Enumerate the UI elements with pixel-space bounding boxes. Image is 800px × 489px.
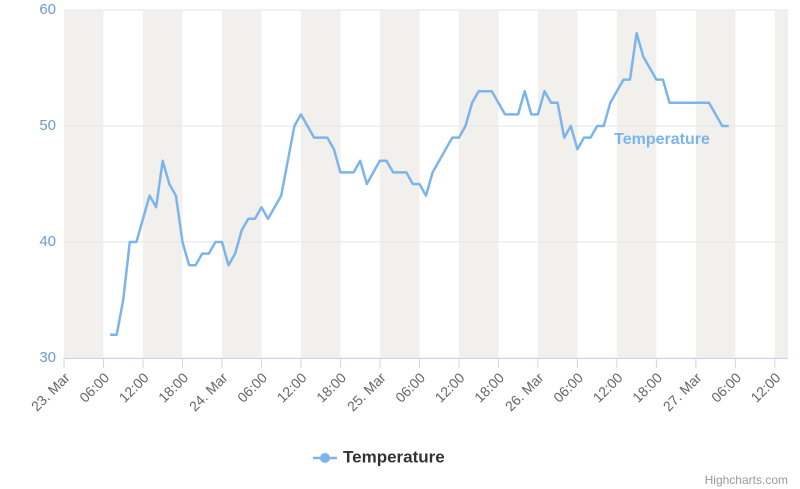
x-tick-label: 12:00 — [274, 369, 310, 405]
x-tick-label: 23. Mar — [28, 369, 73, 414]
x-tick-label: 06:00 — [708, 369, 744, 405]
x-tick-label: 24. Mar — [186, 369, 231, 414]
x-tick-label: 18:00 — [313, 369, 349, 405]
x-tick-label: 12:00 — [116, 369, 152, 405]
plot-band — [458, 10, 499, 358]
plot-band — [300, 10, 341, 358]
legend-marker — [320, 453, 330, 463]
x-tick-label: 18:00 — [629, 369, 665, 405]
legend-item[interactable]: Temperature — [313, 447, 445, 466]
y-tick-label: 30 — [39, 349, 56, 366]
y-tick-label: 40 — [39, 233, 56, 250]
x-tick-label: 12:00 — [747, 369, 783, 405]
x-tick-label: 25. Mar — [344, 369, 389, 414]
y-tick-label: 60 — [39, 1, 56, 18]
plot-band — [537, 10, 578, 358]
x-tick-label: 06:00 — [234, 369, 270, 405]
x-tick-label: 06:00 — [76, 369, 112, 405]
plot-band — [616, 10, 657, 358]
legend-label: Temperature — [343, 447, 445, 466]
x-tick-label: 06:00 — [392, 369, 428, 405]
x-tick-label: 26. Mar — [502, 369, 547, 414]
plot-band — [142, 10, 183, 358]
x-tick-label: 06:00 — [550, 369, 586, 405]
series-label: Temperature — [614, 131, 710, 148]
x-tick-label: 18:00 — [155, 369, 191, 405]
plot-band — [774, 10, 788, 358]
plot-band — [695, 10, 736, 358]
line — [110, 31, 729, 337]
x-tick-label: 12:00 — [432, 369, 468, 405]
x-tick-label: 27. Mar — [660, 369, 705, 414]
credits[interactable]: Highcharts.com — [705, 473, 788, 487]
x-tick-label: 12:00 — [590, 369, 626, 405]
x-tick-label: 18:00 — [471, 369, 507, 405]
plot-band — [221, 10, 262, 358]
plot-band — [64, 10, 104, 358]
y-tick-label: 50 — [39, 117, 56, 134]
